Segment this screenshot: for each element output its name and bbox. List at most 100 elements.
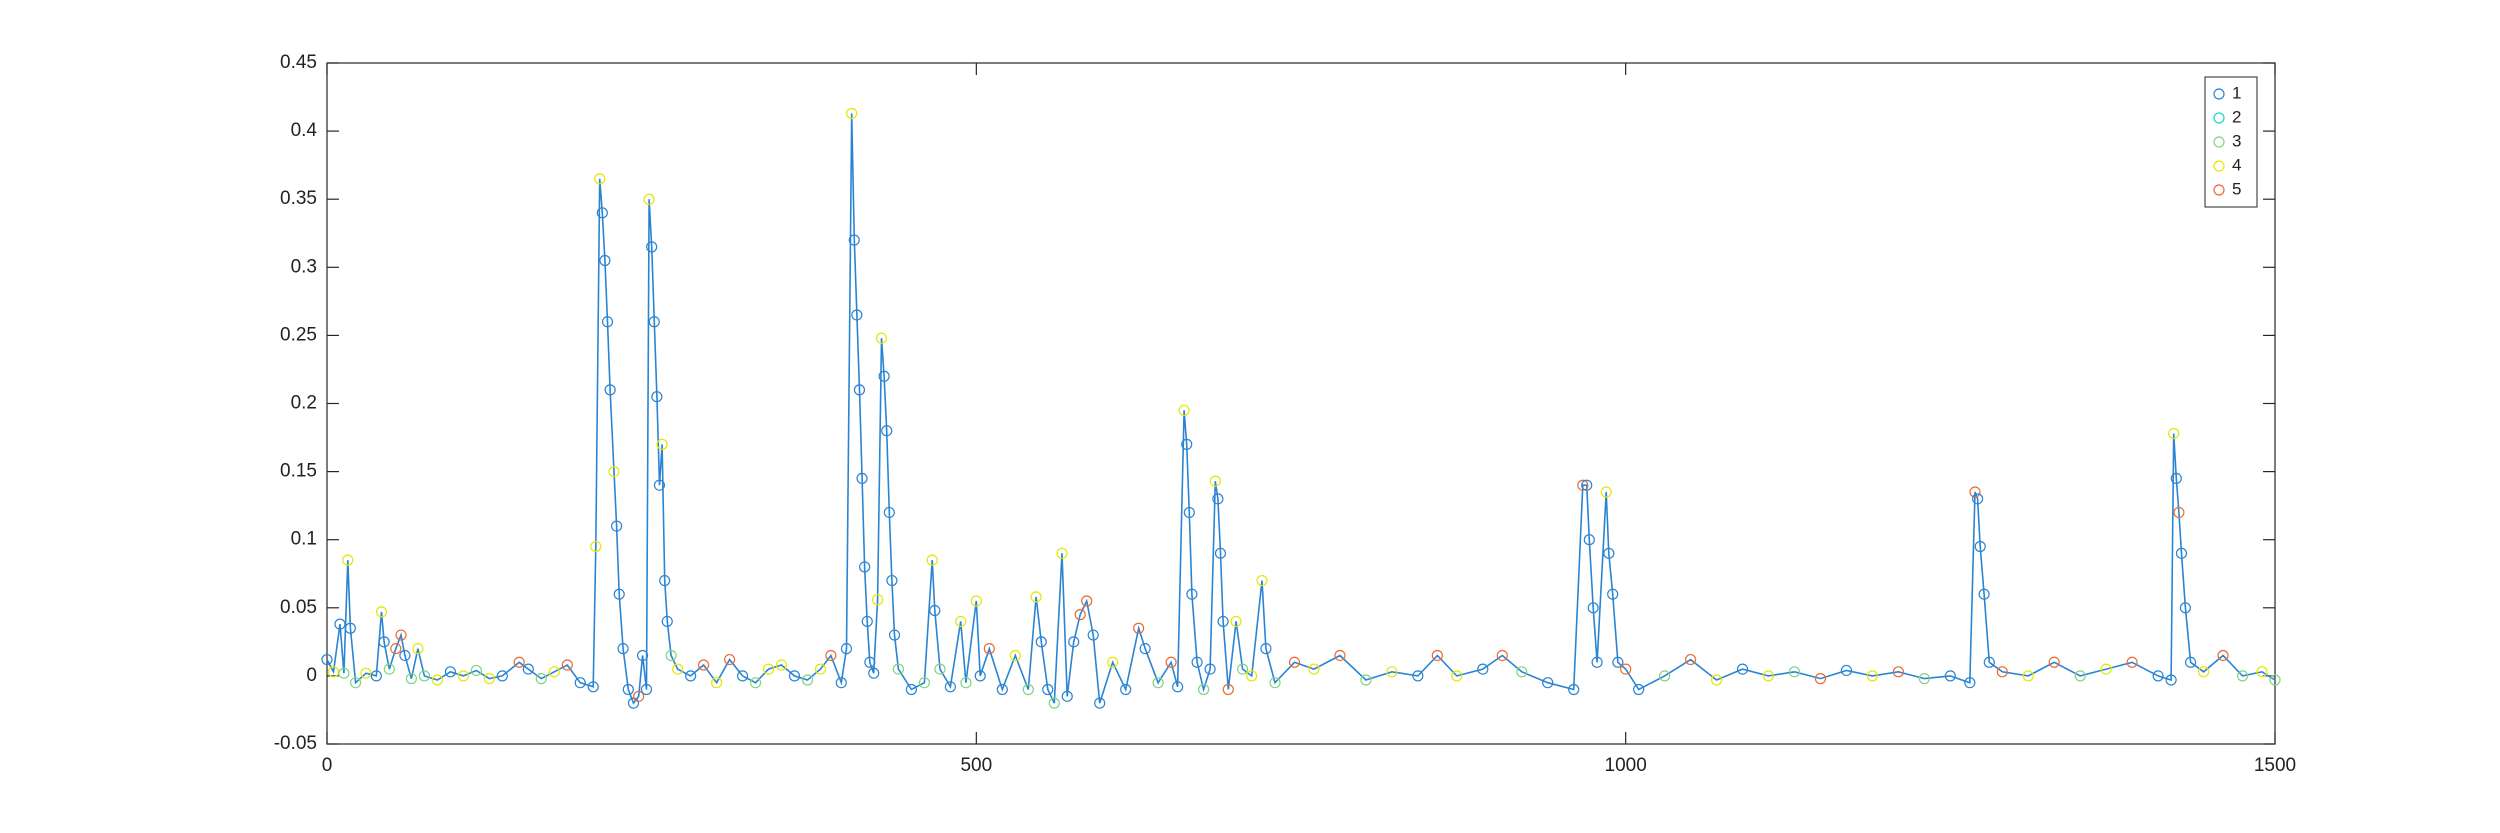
data-point bbox=[1230, 615, 1242, 628]
data-point bbox=[2173, 506, 2185, 519]
data-point bbox=[1996, 666, 2008, 678]
data-point bbox=[2197, 666, 2210, 678]
data-point bbox=[1056, 547, 1068, 559]
data-point bbox=[601, 316, 614, 328]
data-point bbox=[399, 649, 411, 662]
data-point bbox=[395, 629, 407, 641]
data-point bbox=[1542, 677, 1554, 689]
data-point bbox=[864, 656, 876, 668]
data-point bbox=[1120, 683, 1132, 696]
data-point bbox=[344, 622, 356, 634]
data-point bbox=[1152, 677, 1164, 689]
data-point bbox=[522, 663, 534, 675]
legend-marker bbox=[2213, 136, 2225, 148]
data-point bbox=[1009, 649, 1021, 662]
data-point bbox=[412, 643, 424, 655]
data-point bbox=[1974, 540, 1986, 553]
legend-label: 3 bbox=[2232, 131, 2241, 150]
data-point bbox=[1087, 629, 1099, 641]
data-point bbox=[892, 663, 905, 675]
data-point bbox=[656, 438, 668, 450]
data-point bbox=[918, 677, 930, 689]
data-point bbox=[856, 472, 868, 485]
y-tick-label: 0.35 bbox=[280, 188, 317, 209]
data-point bbox=[2048, 656, 2060, 668]
data-point bbox=[698, 659, 710, 671]
data-point bbox=[1587, 602, 1599, 614]
data-point bbox=[1892, 666, 1904, 678]
data-point bbox=[1972, 493, 1984, 505]
data-point bbox=[1591, 656, 1603, 668]
data-point bbox=[710, 677, 723, 689]
data-point bbox=[872, 594, 884, 606]
data-point bbox=[1710, 674, 1723, 686]
x-tick-label: 1000 bbox=[1605, 755, 1647, 776]
data-point bbox=[840, 643, 853, 655]
data-point bbox=[1191, 656, 1203, 668]
data-point bbox=[370, 670, 382, 682]
y-tick-label: 0.15 bbox=[280, 461, 317, 482]
data-point bbox=[2184, 656, 2197, 668]
data-point bbox=[1260, 643, 1272, 655]
data-point bbox=[587, 681, 599, 693]
data-point bbox=[617, 643, 629, 655]
data-point bbox=[1256, 574, 1268, 587]
data-point bbox=[608, 466, 620, 478]
data-point bbox=[2170, 472, 2182, 485]
data-point bbox=[574, 677, 586, 689]
data-point bbox=[1607, 588, 1619, 600]
data-point bbox=[859, 561, 871, 573]
data-point bbox=[2100, 663, 2112, 675]
data-point bbox=[1386, 666, 1398, 678]
data-point bbox=[633, 690, 645, 702]
data-point bbox=[1107, 656, 1119, 668]
data-point bbox=[561, 659, 573, 671]
data-point bbox=[1659, 670, 1671, 682]
data-point bbox=[1583, 534, 1595, 546]
data-point bbox=[661, 615, 673, 628]
data-point bbox=[640, 683, 653, 696]
data-point bbox=[665, 649, 677, 662]
data-point bbox=[1030, 591, 1042, 603]
data-point bbox=[2152, 670, 2164, 682]
data-point bbox=[1969, 486, 1981, 498]
y-tick-label: 0.05 bbox=[280, 597, 317, 618]
data-point bbox=[1581, 479, 1593, 491]
data-point bbox=[646, 241, 658, 253]
legend-marker bbox=[2213, 88, 2225, 100]
data-point bbox=[457, 670, 469, 682]
data-point bbox=[2074, 670, 2086, 682]
data-point bbox=[723, 653, 736, 666]
data-point bbox=[378, 636, 390, 648]
data-point bbox=[2175, 547, 2188, 559]
data-point bbox=[861, 615, 873, 628]
data-point bbox=[604, 384, 616, 396]
data-point bbox=[1814, 673, 1827, 685]
data-point bbox=[1094, 697, 1106, 709]
data-point bbox=[1568, 683, 1580, 696]
data-point bbox=[2022, 670, 2034, 682]
data-point bbox=[1074, 609, 1086, 621]
data-point bbox=[868, 667, 880, 679]
data-point bbox=[960, 677, 972, 689]
data-point bbox=[1496, 649, 1508, 662]
y-tick-label: 0 bbox=[306, 665, 317, 686]
legend-marker bbox=[2213, 112, 2225, 124]
data-point bbox=[851, 309, 863, 321]
data-point bbox=[1165, 656, 1177, 668]
data-point bbox=[1762, 670, 1775, 682]
data-point bbox=[1944, 670, 1956, 682]
data-point bbox=[814, 663, 827, 675]
data-point bbox=[1081, 595, 1093, 607]
data-point bbox=[2165, 674, 2177, 686]
data-point bbox=[974, 670, 986, 682]
data-point bbox=[599, 254, 611, 267]
data-point bbox=[1035, 636, 1047, 648]
data-point bbox=[878, 370, 890, 382]
data-point bbox=[1178, 404, 1190, 416]
data-point bbox=[2236, 670, 2249, 682]
data-point bbox=[955, 615, 967, 628]
data-point bbox=[848, 234, 860, 246]
